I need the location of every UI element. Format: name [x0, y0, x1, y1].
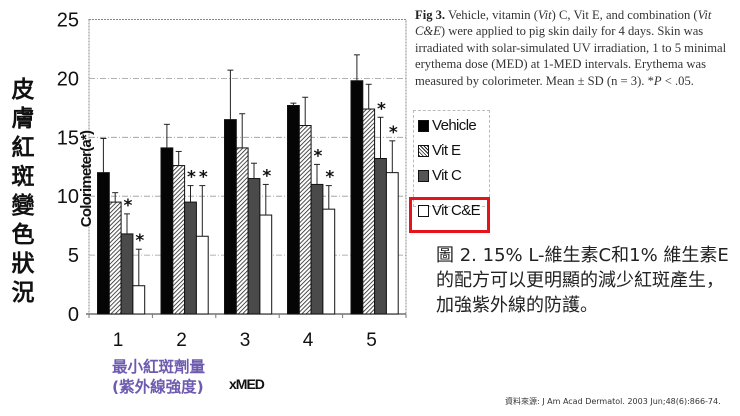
- swatch-solid-icon: [418, 119, 429, 132]
- y-tick-label: 25: [57, 10, 79, 32]
- bar: [259, 214, 273, 315]
- caption-text: Vit C&E: [415, 8, 712, 39]
- significance-star: *: [389, 123, 398, 143]
- x-tick-label: 3: [240, 330, 251, 351]
- x-tick-label: 2: [176, 330, 187, 351]
- legend-label: Vit C&E: [432, 202, 481, 219]
- x-axis-ticks: 1 2 3 4 5: [113, 330, 377, 351]
- y-tick-label: 10: [57, 186, 79, 208]
- legend-item-vit-c: Vit C: [418, 167, 462, 184]
- bar: [385, 172, 399, 315]
- bar: [224, 119, 237, 315]
- bar: [132, 285, 146, 315]
- bar: [120, 233, 134, 315]
- y-label-char: 況: [11, 280, 35, 306]
- swatch-gray-icon: [418, 169, 429, 182]
- legend-label: Vit C: [432, 167, 462, 184]
- chart-bars: *** * *****: [97, 54, 399, 315]
- bar: [160, 147, 174, 315]
- significance-star: *: [325, 168, 334, 188]
- caption-text: ) C, Vit E, and combination (: [551, 8, 698, 22]
- bar: [298, 125, 312, 315]
- legend-item-vit-ce: Vit C&E: [418, 202, 481, 219]
- x-label-line: (紫外線強度): [112, 378, 204, 396]
- bar: [374, 158, 387, 315]
- x-tick-label: 4: [303, 330, 314, 351]
- x-axis-label-zh: 最小紅斑劑量 (紫外線強度): [112, 357, 205, 397]
- significance-star: *: [124, 196, 133, 216]
- y-label-char: 紅: [11, 135, 35, 161]
- bar: [362, 108, 376, 315]
- bar: [235, 147, 249, 315]
- swatch-white-icon: [418, 204, 429, 217]
- y-tick-label: 15: [57, 127, 79, 149]
- figure-caption: Fig 3. Vehicle, vitamin (Vit) C, Vit E, …: [415, 7, 733, 89]
- bar: [287, 104, 300, 315]
- x-axis-label: xMED: [229, 376, 265, 392]
- y-tick-label: 5: [68, 245, 79, 267]
- caption-text: < .05.: [661, 73, 694, 88]
- y-label-char: 狀: [11, 251, 35, 277]
- chinese-caption: 圖 2. 15% L-維生素C和1% 維生素E的配方可以更明顯的減少紅斑產生，加…: [436, 245, 729, 316]
- significance-star: *: [187, 168, 196, 188]
- significance-star: *: [377, 99, 386, 119]
- x-tick-label: 5: [366, 330, 377, 351]
- caption-text: Vit: [537, 8, 552, 22]
- y-axis-label: Colorimeter(a*): [78, 130, 95, 228]
- y-axis-label-zh: 皮 膚 紅 斑 變 色 狀 況: [8, 76, 38, 308]
- significance-star: *: [262, 166, 271, 186]
- bar: [322, 208, 336, 315]
- bar: [195, 235, 209, 315]
- caption-text: ) were applied to pig skin daily for 4 d…: [415, 24, 727, 88]
- y-label-char: 膚: [11, 106, 35, 132]
- significance-star: *: [314, 146, 323, 166]
- caption-text: P: [653, 73, 662, 88]
- highlight-box: [409, 197, 490, 233]
- y-label-char: 皮: [11, 77, 35, 103]
- swatch-hatched-icon: [418, 144, 429, 157]
- legend-label: Vehicle: [432, 117, 477, 134]
- significance-star: *: [199, 168, 208, 188]
- caption-title: Fig 3.: [415, 8, 446, 22]
- source-citation: 資料來源: J Am Acad Dermatol. 2003 Jun;48(6)…: [505, 397, 721, 406]
- caption-text: Vehicle, vitamin (: [445, 8, 538, 22]
- legend-item-vit-e: Vit E: [418, 142, 461, 159]
- y-label-char: 色: [11, 222, 35, 248]
- bar: [350, 80, 364, 315]
- legend-label: Vit E: [432, 142, 461, 159]
- y-tick-label: 20: [57, 68, 79, 90]
- y-label-char: 斑: [11, 164, 35, 190]
- y-tick-label: 0: [68, 304, 79, 326]
- y-axis-ticks: 0 5 10 15 20 25: [57, 10, 79, 327]
- bar: [310, 183, 324, 315]
- bar: [108, 201, 122, 315]
- bar: [247, 178, 261, 315]
- x-label-line: 最小紅斑劑量: [112, 358, 206, 376]
- x-tick-label: 1: [113, 330, 124, 351]
- chart-legend: Vehicle Vit E Vit C Vit C&E: [413, 110, 490, 219]
- legend-item-vehicle: Vehicle: [418, 117, 477, 134]
- significance-star: *: [135, 231, 144, 251]
- bar: [172, 165, 186, 315]
- bar: [184, 201, 197, 315]
- y-label-char: 變: [11, 193, 35, 219]
